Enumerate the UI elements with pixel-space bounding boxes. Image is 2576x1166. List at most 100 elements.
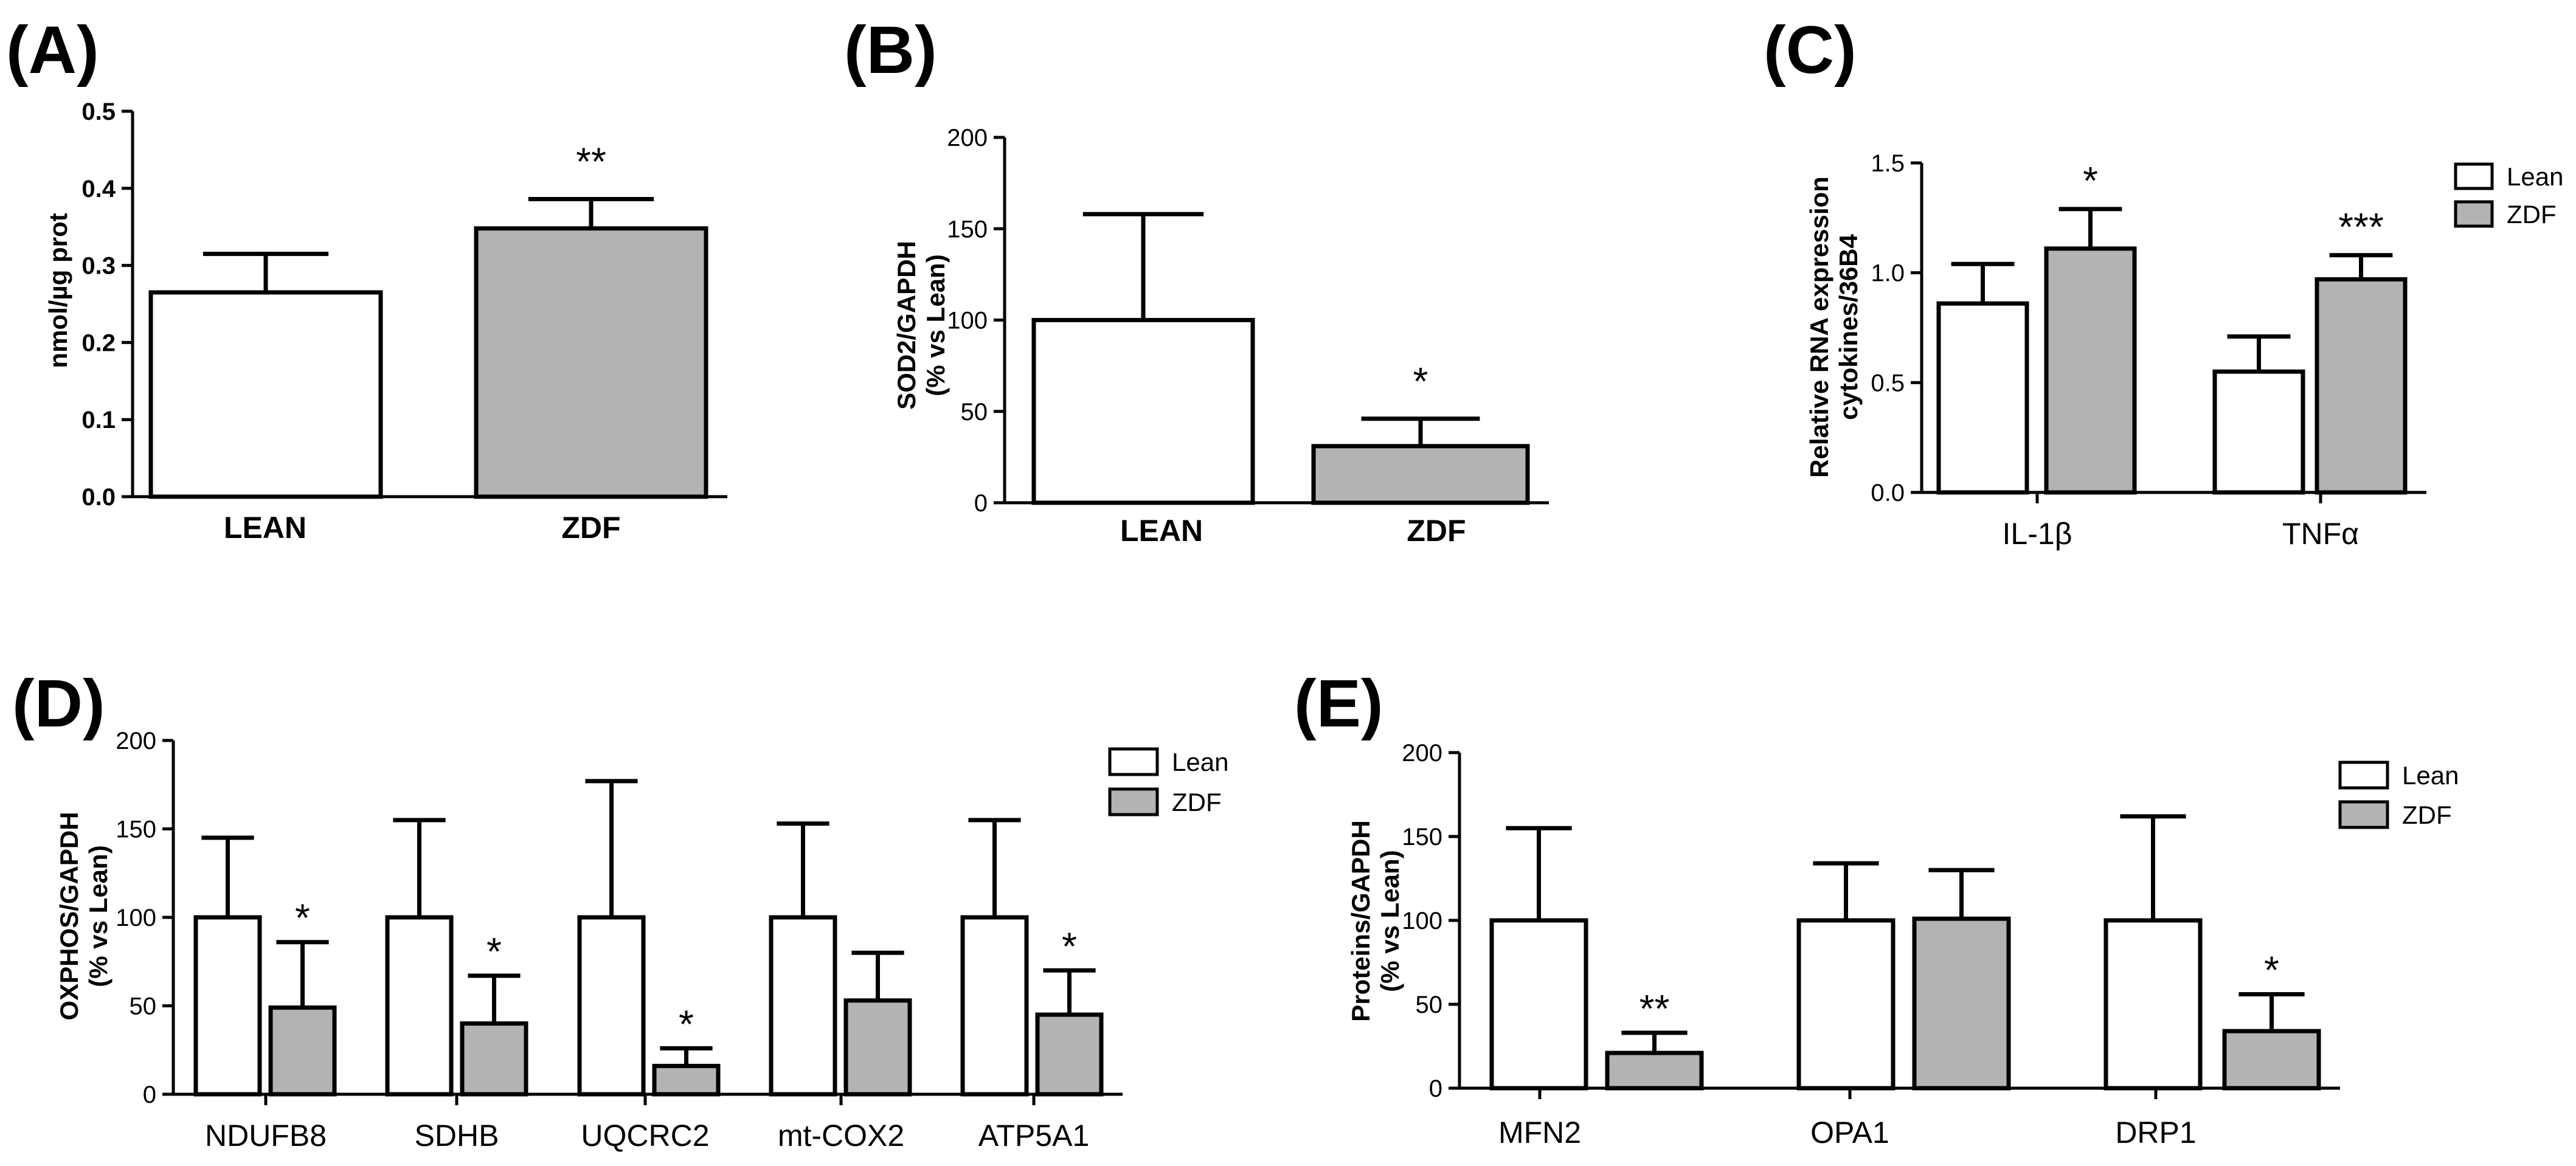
legend-label-lean: Lean xyxy=(2402,761,2459,790)
significance-star: ** xyxy=(576,140,606,184)
y-axis-label-d2: (% vs Lean) xyxy=(84,845,113,987)
y-tick-label: 0.2 xyxy=(81,329,116,356)
legend-label-zdf: ZDF xyxy=(2402,801,2452,829)
y-tick-label: 200 xyxy=(1402,740,1442,767)
x-category-label: ATP5A1 xyxy=(978,1119,1090,1153)
bar-lean xyxy=(1936,301,2029,495)
bar-zdf xyxy=(268,1005,337,1097)
bar-zdf xyxy=(1311,444,1530,505)
legend-swatch-lean xyxy=(1108,747,1159,776)
bar-lean xyxy=(1031,318,1255,505)
y-tick-label: 150 xyxy=(1402,824,1442,850)
legend-swatch-lean xyxy=(2338,761,2389,790)
significance-star: * xyxy=(2083,159,2098,202)
legend-label-lean: Lean xyxy=(1172,748,1228,776)
y-axis-label-e2: (% vs Lean) xyxy=(1376,850,1404,992)
legend-swatch-lean xyxy=(2454,162,2494,190)
legend-label-zdf: ZDF xyxy=(2507,200,2557,229)
y-tick-label: 1.5 xyxy=(1871,150,1905,177)
significance-star: * xyxy=(2264,948,2279,992)
bar-zdf xyxy=(2044,246,2137,495)
y-tick-label: 0 xyxy=(974,490,988,517)
y-axis-label-e: Proteins/GAPDH xyxy=(1346,820,1375,1021)
x-category-label: NDUFB8 xyxy=(205,1119,327,1153)
legend-label-zdf: ZDF xyxy=(1172,788,1222,816)
x-category-label: DRP1 xyxy=(2115,1116,2196,1150)
legend-swatch-zdf xyxy=(2454,200,2494,228)
y-tick-label: 50 xyxy=(961,399,988,426)
panel-label-b: (B) xyxy=(844,13,937,88)
significance-star: * xyxy=(1062,924,1077,968)
y-axis-label-b2: (% vs Lean) xyxy=(921,254,950,396)
y-tick-label: 0.4 xyxy=(81,176,116,202)
bar-zdf xyxy=(652,1063,721,1097)
bar-zdf xyxy=(843,998,912,1097)
y-axis-label-a: nmol/µg prot xyxy=(44,213,72,368)
y-tick-label: 200 xyxy=(116,728,156,754)
x-category-label: TNFα xyxy=(2282,517,2359,551)
y-tick-label: 0 xyxy=(1429,1075,1442,1102)
bar-lean xyxy=(148,290,383,499)
significance-star: * xyxy=(295,896,310,940)
y-tick-label: 200 xyxy=(947,125,988,151)
y-tick-label: 0.0 xyxy=(1871,480,1905,506)
x-category-label: SDHB xyxy=(415,1119,499,1153)
bar-zdf xyxy=(1035,1012,1104,1097)
x-category-label: MFN2 xyxy=(1498,1116,1581,1150)
bar-zdf xyxy=(1912,916,2011,1091)
significance-star: * xyxy=(1413,359,1428,403)
x-category-label: OPA1 xyxy=(1810,1116,1889,1150)
y-tick-label: 150 xyxy=(116,816,156,843)
y-tick-label: 150 xyxy=(947,216,988,243)
bar-zdf xyxy=(460,1021,528,1097)
y-tick-label: 50 xyxy=(130,993,157,1020)
bar-zdf xyxy=(474,226,708,499)
x-category-label: UQCRC2 xyxy=(581,1119,709,1153)
panel-label-e: (E) xyxy=(1294,666,1383,741)
y-axis-label-b: SOD2/GAPDH xyxy=(892,241,921,410)
significance-star: * xyxy=(679,1002,694,1046)
bar-lean xyxy=(2103,918,2203,1091)
bar-lean xyxy=(577,915,646,1097)
significance-star: *** xyxy=(2338,205,2384,249)
y-tick-label: 100 xyxy=(116,905,156,931)
bar-lean xyxy=(2212,369,2305,495)
x-category-label: ZDF xyxy=(561,511,620,545)
bar-lean xyxy=(193,915,262,1097)
y-tick-label: 0.1 xyxy=(81,407,116,433)
panel-label-c: (C) xyxy=(1764,13,1857,88)
plot-b: 0 50 100 150 200 LEAN ZDF * xyxy=(947,125,1549,548)
plot-a: 0.0 0.1 0.2 0.3 0.4 0.5 LEAN ZDF ** xyxy=(81,98,727,545)
bar-lean xyxy=(960,915,1029,1097)
y-tick-label: 50 xyxy=(1416,992,1443,1018)
y-tick-label: 0.5 xyxy=(1871,370,1905,396)
bar-zdf xyxy=(2315,277,2408,495)
bar-lean xyxy=(1796,918,1896,1091)
y-axis-label-d: OXPHOS/GAPDH xyxy=(55,812,83,1020)
significance-star: * xyxy=(486,930,502,973)
x-category-label: IL-1β xyxy=(2003,517,2072,551)
y-tick-label: 100 xyxy=(1402,908,1442,934)
y-axis-label-c2: cytokines/36B4 xyxy=(1834,233,1863,419)
bar-zdf xyxy=(2222,1029,2321,1091)
legend-swatch-zdf xyxy=(2338,800,2389,829)
x-category-label: mt-COX2 xyxy=(778,1119,904,1153)
panel-label-d: (D) xyxy=(12,666,105,741)
bar-lean xyxy=(1489,918,1588,1091)
y-tick-label: 0.0 xyxy=(81,484,116,511)
significance-star: ** xyxy=(1639,987,1670,1030)
y-tick-label: 1.0 xyxy=(1871,260,1905,287)
y-tick-label: 0.5 xyxy=(81,98,116,125)
y-tick-label: 100 xyxy=(947,308,988,334)
bar-zdf xyxy=(1605,1050,1704,1091)
bar-lean xyxy=(769,915,837,1097)
plot-d: 0 50 100 150 200 NDUFB8 SDHB UQCRC2 mt-COX2 ATP5A… xyxy=(116,728,1228,1153)
y-axis-label-c: Relative RNA expression xyxy=(1805,176,1833,478)
x-category-label: LEAN xyxy=(224,511,306,545)
bar-lean xyxy=(385,915,454,1097)
y-tick-label: 0 xyxy=(143,1081,156,1108)
y-tick-label: 0.3 xyxy=(81,253,116,280)
